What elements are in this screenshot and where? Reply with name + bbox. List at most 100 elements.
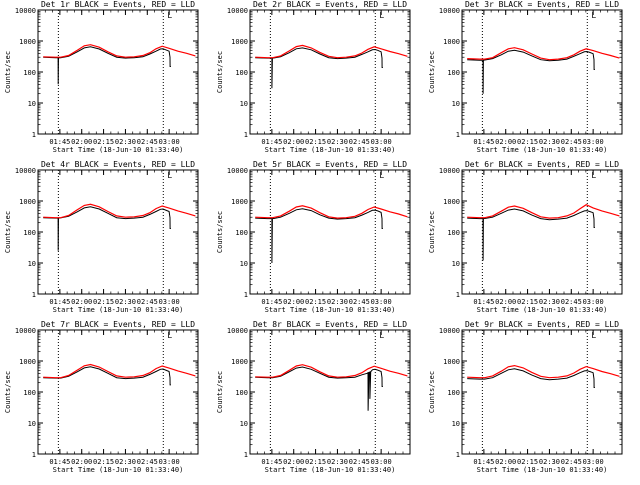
y-tick-label: 10000 [227, 167, 248, 175]
y-tick-label: 1 [32, 451, 36, 459]
x-tick-label: 02:00 [71, 138, 92, 146]
y-tick-label: 1 [244, 291, 248, 299]
x-tick-label: 02:15 [517, 138, 538, 146]
y-tick-label: 1000 [443, 198, 460, 206]
panel-title: Det 5r BLACK = Events, RED = LLD [253, 160, 407, 169]
y-tick-label: 1 [456, 131, 460, 139]
y-tick-label: 10000 [227, 7, 248, 15]
y-tick-label: 1 [32, 131, 36, 139]
y-axis-label: Counts/sec [4, 211, 12, 253]
y-tick-label: 1 [244, 131, 248, 139]
y-tick-label: 1 [456, 291, 460, 299]
y-tick-label: 1 [456, 451, 460, 459]
panel-title: Det 9r BLACK = Events, RED = LLD [465, 320, 619, 329]
x-axis-label: Start Time (18-Jun-10 01:33:40) [53, 306, 184, 314]
y-tick-label: 100 [447, 69, 460, 77]
plot-frame [461, 329, 623, 455]
panel-title: Det 1r BLACK = Events, RED = LLD [41, 0, 195, 9]
panel-det-7: Det 7r BLACK = Events, RED = LLD 1 10 100 10… [4, 320, 199, 474]
x-tick-label: 02:15 [93, 298, 114, 306]
x-tick-label: 02:15 [93, 138, 114, 146]
y-tick-label: 1000 [443, 38, 460, 46]
x-tick-label: 03:00 [371, 138, 392, 146]
x-tick-label: 02:45 [349, 138, 370, 146]
x-axis-label: Start Time (18-Jun-10 01:33:40) [477, 466, 608, 474]
x-tick-label: 01:45 [261, 138, 282, 146]
y-tick-label: 100 [23, 69, 36, 77]
lld-series-line [43, 203, 196, 219]
corner-marker: L [167, 171, 172, 180]
plot-frame [249, 9, 411, 135]
x-tick-label: 03:00 [159, 298, 180, 306]
corner-marker: L [379, 171, 384, 180]
y-tick-label: 10000 [15, 327, 36, 335]
panel-det-6: Det 6r BLACK = Events, RED = LLD 1 10 100 10… [428, 160, 623, 314]
lld-series-line [43, 44, 196, 58]
plot-frame [37, 169, 199, 295]
y-tick-label: 1000 [231, 38, 248, 46]
x-tick-label: 02:00 [495, 458, 516, 466]
lld-series-line [467, 47, 620, 61]
y-tick-label: 1 [32, 291, 36, 299]
x-tick-label: 02:15 [305, 298, 326, 306]
x-tick-label: 02:00 [495, 138, 516, 146]
y-axis-label: Counts/sec [428, 371, 436, 413]
y-tick-label: 1000 [19, 198, 36, 206]
x-tick-label: 03:00 [159, 138, 180, 146]
lld-series-line [43, 363, 196, 379]
y-axis-label: Counts/sec [216, 371, 224, 413]
x-tick-label: 01:45 [473, 298, 494, 306]
x-tick-label: 02:45 [561, 138, 582, 146]
x-tick-label: 02:00 [283, 138, 304, 146]
x-axis-label: Start Time (18-Jun-10 01:33:40) [265, 146, 396, 154]
x-tick-label: 02:15 [93, 458, 114, 466]
x-tick-label: 03:00 [583, 458, 604, 466]
x-tick-label: 02:45 [137, 138, 158, 146]
y-tick-label: 100 [235, 389, 248, 397]
x-tick-label: 02:00 [283, 458, 304, 466]
y-tick-label: 100 [23, 229, 36, 237]
y-tick-label: 10000 [15, 7, 36, 15]
x-tick-label: 02:45 [349, 458, 370, 466]
panel-det-9: Det 9r BLACK = Events, RED = LLD 1 10 100 10… [428, 320, 623, 474]
x-axis-label: Start Time (18-Jun-10 01:33:40) [53, 466, 184, 474]
lld-series-line [467, 364, 620, 379]
y-tick-label: 100 [447, 389, 460, 397]
x-tick-label: 01:45 [261, 458, 282, 466]
y-tick-label: 100 [447, 229, 460, 237]
y-tick-label: 1000 [19, 358, 36, 366]
x-tick-label: 02:30 [115, 138, 136, 146]
corner-marker: L [379, 331, 384, 340]
y-tick-label: 100 [23, 389, 36, 397]
y-axis-label: Counts/sec [428, 51, 436, 93]
x-tick-label: 02:45 [561, 458, 582, 466]
x-axis-label: Start Time (18-Jun-10 01:33:40) [477, 146, 608, 154]
y-tick-label: 10 [452, 420, 460, 428]
events-series-line [43, 206, 171, 251]
y-tick-label: 10 [28, 260, 36, 268]
x-tick-label: 02:15 [305, 138, 326, 146]
x-tick-label: 02:45 [349, 298, 370, 306]
x-tick-label: 02:30 [115, 298, 136, 306]
events-series-line [255, 47, 383, 89]
lld-series-line [255, 205, 408, 219]
panel-title: Det 2r BLACK = Events, RED = LLD [253, 0, 407, 9]
events-series-line [43, 366, 171, 386]
y-tick-label: 1000 [231, 198, 248, 206]
panel-title: Det 4r BLACK = Events, RED = LLD [41, 160, 195, 169]
corner-marker: L [591, 171, 596, 180]
y-tick-label: 10 [452, 100, 460, 108]
plot-frame [37, 9, 199, 135]
corner-marker: L [167, 331, 172, 340]
y-axis-label: Counts/sec [4, 371, 12, 413]
x-tick-label: 02:00 [495, 298, 516, 306]
y-tick-label: 100 [235, 229, 248, 237]
x-tick-label: 03:00 [583, 298, 604, 306]
x-tick-label: 03:00 [371, 298, 392, 306]
corner-marker: L [167, 11, 172, 20]
plot-frame [249, 329, 411, 455]
corner-marker: L [591, 11, 596, 20]
x-axis-label: Start Time (18-Jun-10 01:33:40) [53, 146, 184, 154]
x-tick-label: 02:30 [539, 298, 560, 306]
